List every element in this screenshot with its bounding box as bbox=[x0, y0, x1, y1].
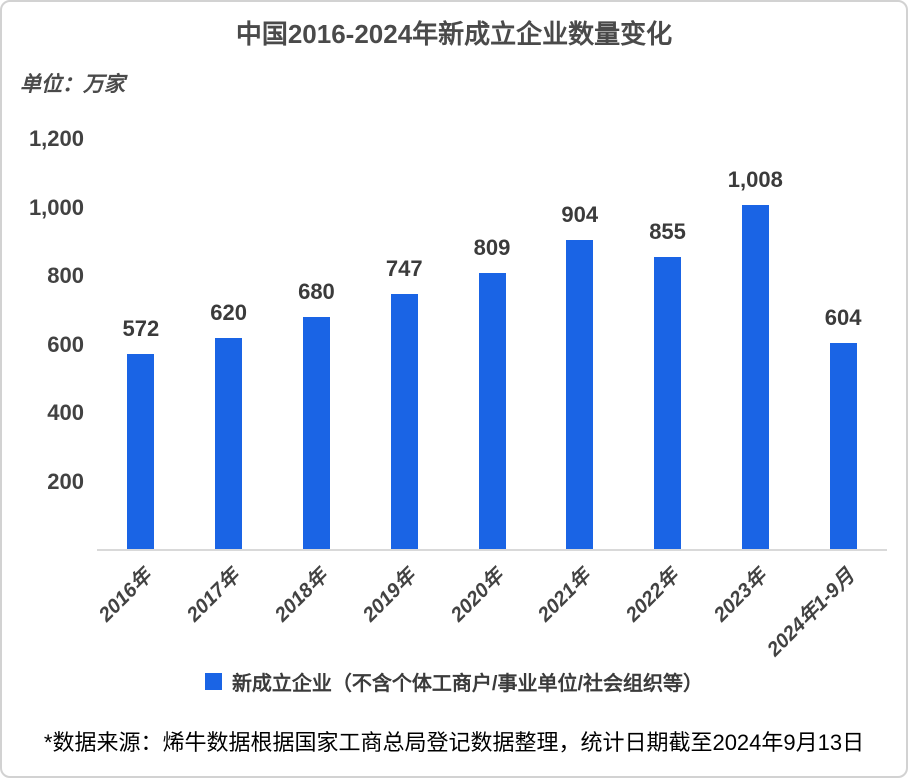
bar bbox=[829, 343, 857, 549]
bar bbox=[127, 354, 155, 549]
legend-swatch bbox=[204, 672, 222, 690]
y-axis-tick-label: 400 bbox=[47, 400, 84, 425]
bar bbox=[654, 257, 682, 549]
x-axis-tick-label: 2016年 bbox=[95, 565, 157, 627]
x-axis-tick-label: 2018年 bbox=[270, 565, 333, 627]
source-note: *数据来源：烯牛数据根据国家工商总局登记数据整理，统计日期截至2024年9月13… bbox=[43, 730, 865, 755]
bar bbox=[302, 317, 330, 549]
bar-value-label: 620 bbox=[210, 299, 248, 325]
bar bbox=[478, 272, 506, 549]
bar-value-label: 855 bbox=[649, 219, 686, 245]
bar-value-label: 680 bbox=[298, 279, 335, 305]
bar bbox=[390, 294, 418, 549]
bar bbox=[566, 240, 594, 549]
legend-label: 新成立企业（不含个体工商户/事业单位/社会组织等） bbox=[231, 672, 704, 695]
bar bbox=[215, 337, 243, 549]
bar-value-label: 1,008 bbox=[727, 166, 783, 192]
x-axis-tick-label: 2023年 bbox=[709, 565, 771, 627]
y-axis-tick-label: 200 bbox=[47, 468, 84, 494]
chart-title: 中国2016-2024年新成立企业数量变化 bbox=[235, 19, 673, 49]
bar-value-label: 904 bbox=[561, 202, 599, 228]
x-axis-tick-label: 2020年 bbox=[446, 565, 508, 627]
y-axis-tick-label: 1,200 bbox=[28, 126, 84, 151]
x-axis-tick-label: 2017年 bbox=[183, 565, 245, 627]
y-axis-tick-label: 600 bbox=[47, 331, 84, 357]
x-axis-tick-label: 2024年1-9月 bbox=[762, 565, 859, 661]
bar bbox=[741, 204, 769, 549]
x-axis-tick-label: 2019年 bbox=[358, 565, 420, 627]
legend: 新成立企业（不含个体工商户/事业单位/社会组织等） bbox=[2, 666, 906, 696]
bar-value-label: 604 bbox=[824, 305, 862, 331]
x-axis-line bbox=[97, 549, 887, 551]
x-axis-tick-label: 2022年 bbox=[621, 565, 684, 627]
bar-value-label: 747 bbox=[385, 256, 423, 282]
bar-value-label: 572 bbox=[122, 316, 160, 342]
y-axis-tick-label: 1,000 bbox=[28, 194, 84, 220]
y-axis-tick-label: 800 bbox=[47, 263, 84, 288]
bar-value-label: 809 bbox=[473, 234, 511, 260]
unit-label: 单位：万家 bbox=[20, 73, 125, 96]
x-axis-tick-label: 2021年 bbox=[534, 565, 596, 627]
